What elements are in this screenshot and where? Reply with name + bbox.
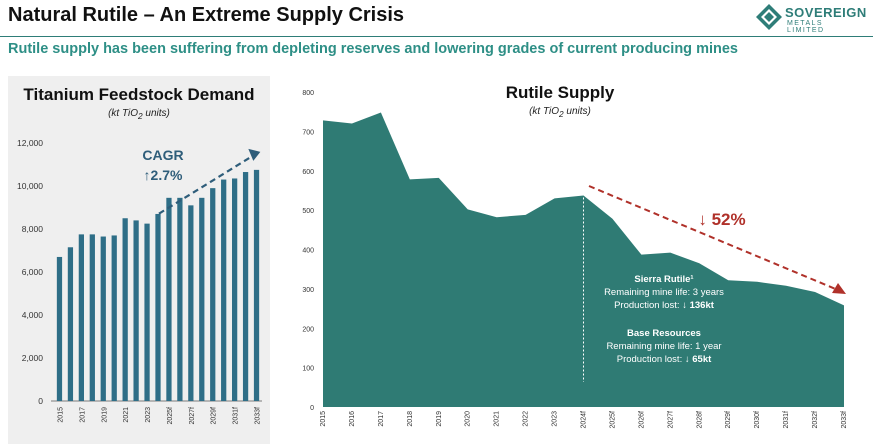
demand-bar (166, 197, 172, 401)
demand-y-tick-label: 2,000 (22, 353, 44, 363)
demand-x-tick-label: 2033f (255, 407, 262, 425)
demand-x-tick-label: 2019 (101, 407, 108, 423)
supply-area (323, 112, 844, 407)
demand-bar (56, 256, 63, 401)
demand-chart-panel: Titanium Feedstock Demand (kt TiO2 units… (8, 76, 270, 444)
page-subtitle: Rutile supply has been suffering from de… (8, 41, 738, 57)
supply-y-tick-label: 0 (310, 405, 314, 412)
demand-y-tick-label: 6,000 (22, 267, 44, 277)
note-remaining-life: Remaining mine life: 3 years (604, 287, 724, 298)
supply-x-tick-label: 2027f (667, 411, 674, 429)
demand-bar (232, 178, 238, 401)
supply-x-tick-label: 2025f (609, 411, 616, 429)
supply-x-tick-label: 2032f (812, 411, 819, 429)
sovereign-logo: SOVEREIGN METALS LIMITED (755, 3, 866, 34)
header-divider (0, 36, 873, 37)
supply-chart-subtitle: (kt TiO2 units) (529, 106, 591, 119)
demand-x-tick-label: 2015 (57, 407, 64, 423)
demand-x-tick-label: 2027f (189, 407, 196, 425)
demand-x-tick-label: 2017 (79, 407, 86, 423)
note-production-lost: Production lost: ↓ 65kt (617, 354, 712, 365)
demand-bar (78, 234, 84, 401)
supply-x-tick-label: 2019 (436, 411, 443, 427)
demand-x-tick-label: 2023 (145, 407, 152, 423)
supply-x-tick-label: 2015 (320, 411, 327, 427)
note-title: Sierra Rutile¹ (634, 274, 693, 285)
supply-x-tick-label: 2024f (581, 411, 588, 429)
supply-y-tick-label: 300 (302, 287, 314, 294)
cagr-trend-arrow-line (158, 153, 255, 215)
demand-y-tick-label: 4,000 (22, 310, 44, 320)
demand-bar (144, 223, 150, 401)
demand-y-tick-label: 10,000 (17, 181, 43, 191)
demand-y-tick-label: 0 (38, 396, 43, 406)
page-title: Natural Rutile – An Extreme Supply Crisi… (8, 4, 405, 26)
decline-arrow-line (588, 185, 839, 291)
demand-x-tick-label: 2025f (167, 407, 174, 425)
supply-x-tick-label: 2023 (552, 411, 559, 427)
demand-x-tick-label: 2031f (233, 407, 240, 425)
cagr-value: ↑2.7% (144, 167, 183, 183)
demand-bar (122, 218, 128, 401)
supply-x-tick-label: 2029f (725, 411, 732, 429)
demand-bar (177, 197, 183, 401)
demand-x-tick-label: 2021 (123, 407, 130, 423)
demand-chart-subtitle: (kt TiO2 units) (108, 108, 170, 121)
supply-y-tick-label: 500 (302, 208, 314, 215)
supply-x-tick-label: 2022 (523, 411, 530, 427)
demand-bar (111, 235, 117, 401)
demand-bar (210, 188, 216, 401)
cagr-label: CAGR (142, 147, 183, 163)
supply-x-tick-label: 2030f (754, 411, 761, 429)
diamond-logo-icon (756, 4, 782, 30)
decline-arrow-head-icon (832, 283, 846, 294)
supply-x-tick-label: 2017 (378, 411, 385, 427)
demand-bar (221, 179, 227, 401)
demand-x-tick-label: 2029f (211, 407, 218, 425)
supply-x-tick-label: 2020 (465, 411, 472, 427)
supply-x-tick-label: 2026f (638, 411, 645, 429)
supply-y-tick-label: 400 (302, 248, 314, 255)
note-title: Base Resources (627, 328, 701, 339)
demand-bar (155, 213, 161, 401)
supply-x-tick-label: 2028f (696, 411, 703, 429)
supply-y-tick-label: 200 (302, 326, 314, 333)
supply-y-tick-label: 600 (302, 169, 314, 176)
demand-y-tick-label: 12,000 (17, 138, 43, 148)
supply-chart-title: Rutile Supply (505, 83, 615, 102)
logo-name: SOVEREIGN (785, 5, 867, 20)
demand-bar (89, 234, 95, 401)
demand-chart-title: Titanium Feedstock Demand (23, 85, 255, 104)
supply-y-tick-label: 800 (302, 90, 314, 97)
supply-y-tick-label: 700 (302, 129, 314, 136)
decline-label: ↓ 52% (698, 210, 745, 229)
supply-x-tick-label: 2031f (783, 411, 790, 429)
demand-bar (133, 220, 139, 401)
demand-bar (188, 205, 194, 401)
supply-x-tick-label: 2033f (841, 411, 848, 429)
note-production-lost: Production lost: ↓ 136kt (614, 300, 715, 311)
demand-bar (253, 169, 260, 401)
note-remaining-life: Remaining mine life: 1 year (606, 341, 721, 352)
demand-bar (242, 172, 249, 401)
demand-y-tick-label: 8,000 (22, 224, 44, 234)
cagr-arrow-head-icon (248, 148, 261, 161)
supply-x-tick-label: 2018 (407, 411, 414, 427)
demand-bar (100, 236, 106, 401)
supply-x-tick-label: 2016 (349, 411, 356, 427)
supply-x-tick-label: 2021 (494, 411, 501, 427)
supply-y-tick-label: 100 (302, 366, 314, 373)
demand-bar (67, 247, 74, 401)
logo-tagline: METALS LIMITED (787, 20, 825, 34)
demand-bar (199, 197, 205, 401)
